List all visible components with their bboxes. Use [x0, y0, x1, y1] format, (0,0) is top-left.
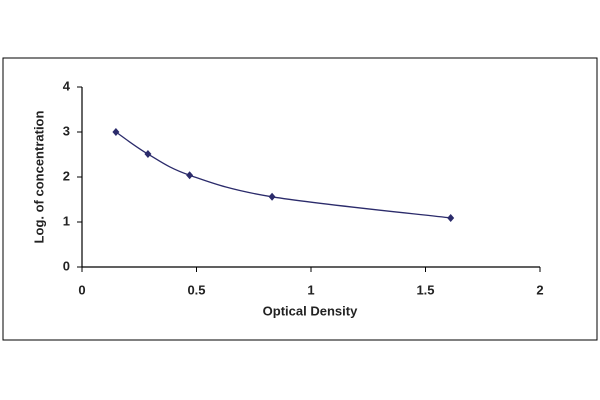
x-tick-label: 0.5 — [187, 282, 205, 297]
marker — [268, 192, 276, 201]
x-tick-label: 1 — [307, 282, 314, 297]
y-tick-label: 1 — [63, 213, 70, 228]
x-axis-label: Optical Density — [263, 303, 358, 318]
y-tick-label: 4 — [63, 78, 71, 93]
x-tick-label: 0 — [78, 282, 85, 297]
chart-frame — [2, 57, 598, 341]
marker — [112, 128, 120, 136]
y-axis-label: Log. of concentration — [31, 111, 46, 244]
x-tick-label: 2 — [536, 282, 543, 297]
y-tick-label: 3 — [63, 123, 70, 138]
y-tick-label: 0 — [63, 258, 70, 273]
x-tick-label: 1.5 — [416, 282, 434, 297]
marker — [447, 213, 455, 222]
y-tick-label: 2 — [63, 168, 70, 183]
line — [115, 131, 451, 219]
marker — [144, 150, 152, 159]
marker — [186, 171, 194, 180]
